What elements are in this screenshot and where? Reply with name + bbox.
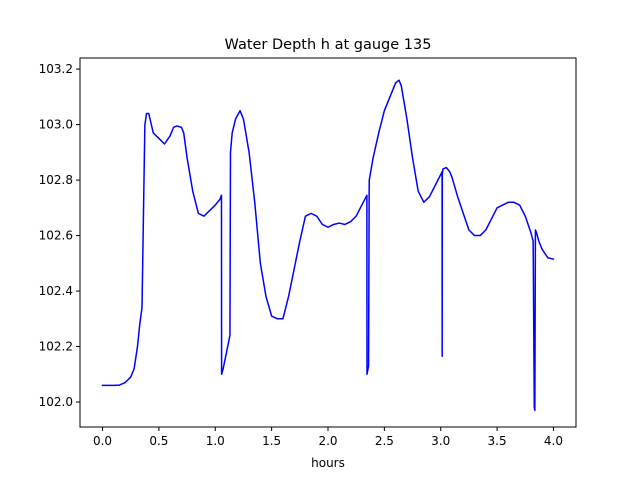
y-tick-label: 103.2 <box>39 62 73 76</box>
y-tick-label: 102.0 <box>39 395 73 409</box>
x-tick-label: 0.5 <box>149 434 168 448</box>
series-line-water-depth <box>101 79 555 412</box>
x-tick-label: 1.0 <box>206 434 225 448</box>
y-tick-label: 102.4 <box>39 284 73 298</box>
y-tick-label: 103.0 <box>39 118 73 132</box>
x-axis: 0.0 0.5 1.0 1.5 2.0 2.5 3.0 3.5 4.0 <box>93 427 563 448</box>
y-tick-label: 102.8 <box>39 173 73 187</box>
x-tick-label: 1.5 <box>262 434 281 448</box>
x-tick-label: 2.0 <box>318 434 337 448</box>
plot-area <box>101 79 555 412</box>
y-tick-label: 102.6 <box>39 229 73 243</box>
x-tick-label: 3.0 <box>431 434 450 448</box>
x-tick-label: 0.0 <box>93 434 112 448</box>
x-tick-label: 2.5 <box>375 434 394 448</box>
chart-title: Water Depth h at gauge 135 <box>225 37 432 53</box>
y-tick-label: 102.2 <box>39 340 73 354</box>
x-tick-label: 4.0 <box>544 434 563 448</box>
x-axis-title: hours <box>311 456 345 470</box>
x-tick-label: 3.5 <box>488 434 507 448</box>
y-axis: 102.0 102.2 102.4 102.6 102.8 103.0 103.2 <box>39 62 80 409</box>
